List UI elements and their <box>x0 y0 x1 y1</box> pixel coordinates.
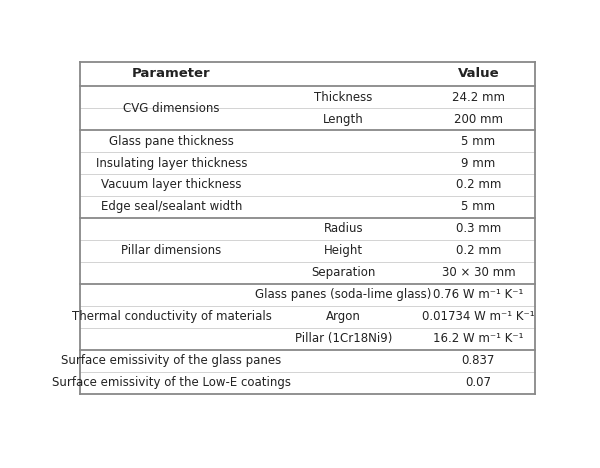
Text: Pillar dimensions: Pillar dimensions <box>121 244 221 257</box>
Text: 30 × 30 mm: 30 × 30 mm <box>442 266 515 279</box>
Text: 0.3 mm: 0.3 mm <box>456 222 501 235</box>
Text: Radius: Radius <box>324 222 364 235</box>
Text: Thickness: Thickness <box>314 91 373 103</box>
Text: 0.01734 W m⁻¹ K⁻¹: 0.01734 W m⁻¹ K⁻¹ <box>422 310 535 323</box>
Text: 0.2 mm: 0.2 mm <box>456 244 501 257</box>
Text: Parameter: Parameter <box>132 67 211 80</box>
Text: CVG dimensions: CVG dimensions <box>123 102 220 115</box>
Text: 5 mm: 5 mm <box>461 134 496 147</box>
Text: Thermal conductivity of materials: Thermal conductivity of materials <box>71 310 271 323</box>
Text: Length: Length <box>323 112 364 125</box>
Text: Glass pane thickness: Glass pane thickness <box>109 134 234 147</box>
Text: 16.2 W m⁻¹ K⁻¹: 16.2 W m⁻¹ K⁻¹ <box>433 332 524 345</box>
Text: 200 mm: 200 mm <box>454 112 503 125</box>
Text: 9 mm: 9 mm <box>461 156 496 169</box>
Text: Surface emissivity of the Low-E coatings: Surface emissivity of the Low-E coatings <box>52 376 291 389</box>
Text: Glass panes (soda-lime glass): Glass panes (soda-lime glass) <box>256 288 432 301</box>
Text: 0.07: 0.07 <box>466 376 491 389</box>
Text: 5 mm: 5 mm <box>461 200 496 213</box>
Text: 0.837: 0.837 <box>462 354 495 367</box>
Text: Separation: Separation <box>311 266 376 279</box>
Text: 0.2 mm: 0.2 mm <box>456 178 501 191</box>
Text: Height: Height <box>324 244 363 257</box>
Text: Pillar (1Cr18Ni9): Pillar (1Cr18Ni9) <box>295 332 392 345</box>
Text: 0.76 W m⁻¹ K⁻¹: 0.76 W m⁻¹ K⁻¹ <box>433 288 524 301</box>
Text: 24.2 mm: 24.2 mm <box>452 91 505 103</box>
Text: Argon: Argon <box>326 310 361 323</box>
Text: Surface emissivity of the glass panes: Surface emissivity of the glass panes <box>61 354 281 367</box>
Text: Insulating layer thickness: Insulating layer thickness <box>96 156 247 169</box>
Text: Vacuum layer thickness: Vacuum layer thickness <box>101 178 242 191</box>
Text: Value: Value <box>458 67 499 80</box>
Text: Edge seal/sealant width: Edge seal/sealant width <box>101 200 242 213</box>
